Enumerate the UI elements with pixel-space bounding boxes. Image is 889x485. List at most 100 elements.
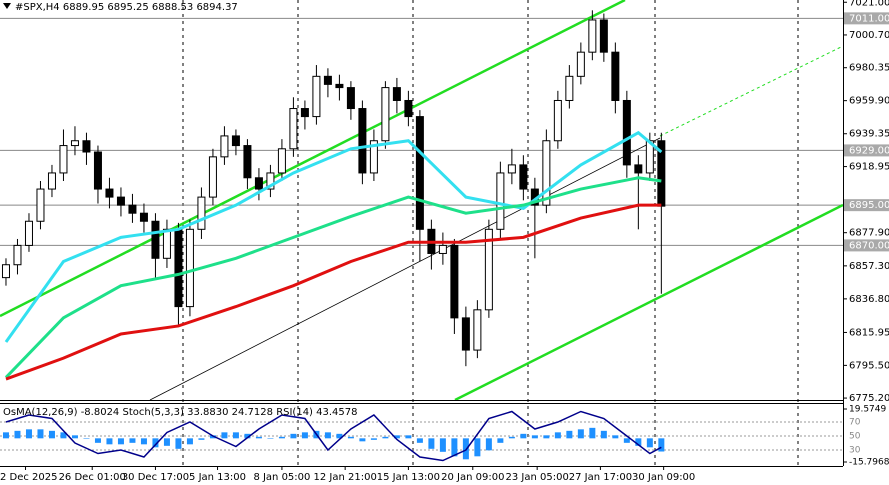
- candles: [1, 10, 666, 367]
- candle-body: [185, 228, 194, 308]
- osma-bar: [370, 438, 377, 440]
- candle-body: [151, 220, 160, 259]
- moving-average: [5, 203, 662, 381]
- candle-body: [335, 83, 344, 89]
- vertical-grid: [182, 0, 799, 466]
- osma-bar: [140, 438, 147, 445]
- candle-body: [323, 75, 332, 85]
- candle-body: [243, 145, 252, 179]
- osma-bar: [658, 438, 665, 452]
- candle-body: [622, 99, 631, 166]
- candle-body: [24, 220, 33, 246]
- candle-body: [128, 204, 137, 214]
- candle-body: [174, 228, 183, 308]
- candle-body: [289, 108, 298, 150]
- candle-body: [93, 151, 102, 190]
- candle-body: [519, 164, 528, 190]
- candle-body: [1, 264, 10, 279]
- candle-body: [392, 87, 401, 101]
- osma-bar: [106, 438, 113, 445]
- drawings: [0, 0, 843, 400]
- osma-bar: [485, 438, 492, 451]
- osma-bar: [520, 433, 527, 439]
- osma-bar: [37, 429, 44, 439]
- level-label-box: [844, 239, 889, 252]
- osma-bar: [209, 435, 216, 439]
- osma-bar: [175, 438, 182, 449]
- stoch-tick-label: 50: [849, 432, 861, 442]
- osma-bar: [336, 433, 343, 439]
- osma-bar: [623, 438, 630, 443]
- osma-bar: [451, 438, 458, 457]
- osma-bar: [221, 432, 228, 439]
- candle-body: [277, 148, 286, 174]
- osma-bar: [129, 438, 136, 443]
- osma-bar: [255, 436, 262, 439]
- y-tick-label: 6939.35: [849, 129, 889, 140]
- x-tick-label: 12 Jan 21:00: [313, 472, 376, 483]
- indicator: [0, 410, 843, 462]
- candle-body: [197, 196, 206, 230]
- x-tick-label: 8 Jan 05:00: [253, 472, 310, 483]
- candle-body: [13, 244, 22, 266]
- y-tick-label: 6980.35: [849, 63, 889, 74]
- y-tick-label: 6815.95: [849, 327, 889, 338]
- candle-body: [415, 116, 424, 230]
- level-label: 7011.00: [849, 13, 889, 24]
- indicator-tick-label: 19.5749: [849, 405, 886, 415]
- osma-bar: [635, 438, 642, 446]
- candle-body: [358, 108, 367, 174]
- candle-body: [220, 135, 229, 158]
- candle-body: [346, 87, 355, 110]
- osma-bar: [577, 429, 584, 439]
- osma-bar: [94, 438, 101, 443]
- menu-icon[interactable]: [3, 3, 11, 9]
- x-tick-label: 15 Jan 13:00: [377, 472, 440, 483]
- osma-bar: [232, 432, 239, 439]
- candle-body: [553, 99, 562, 142]
- candle-body: [438, 244, 447, 254]
- y-tick-label: 6775.20: [849, 393, 889, 404]
- candle-body: [369, 140, 378, 174]
- candle-body: [484, 228, 493, 311]
- x-tick-label: 22 Dec 2025: [0, 472, 57, 483]
- level-label: 6929.00: [849, 145, 889, 156]
- level-label-box: [844, 144, 889, 157]
- osma-bar: [531, 435, 538, 439]
- x-tick-label: 26 Dec 01:00: [59, 472, 126, 483]
- osma-bar: [278, 436, 285, 439]
- candle-body: [381, 87, 390, 142]
- candle-body: [611, 51, 620, 101]
- candle-body: [47, 172, 56, 190]
- candle-body: [162, 228, 171, 259]
- y-tick-label: 6959.90: [849, 96, 889, 107]
- x-tick-label: 27 Jan 17:00: [569, 472, 632, 483]
- osma-bar: [508, 436, 515, 439]
- osma-bar: [48, 430, 55, 439]
- candle-body: [254, 177, 263, 190]
- osma-bar: [117, 438, 124, 445]
- osma-bar: [428, 438, 435, 449]
- osma-bar: [267, 438, 274, 439]
- osma-bar: [554, 432, 561, 439]
- osma-bar: [301, 432, 308, 439]
- candle-body: [461, 317, 470, 351]
- y-tick-label: 6836.80: [849, 294, 889, 305]
- osma-bar: [83, 438, 90, 439]
- osma-bar: [474, 438, 481, 457]
- stoch-line: [5, 410, 662, 462]
- osma-bar: [382, 436, 389, 439]
- osma-bar: [186, 438, 193, 445]
- stoch-tick-label: 30: [849, 446, 861, 456]
- y-tick-label: 6877.90: [849, 228, 889, 239]
- osma-bar: [416, 438, 423, 443]
- candle-body: [266, 172, 275, 190]
- x-tick-label: 23 Jan 05:00: [506, 472, 569, 483]
- osma-bar: [566, 430, 573, 439]
- osma-bar: [14, 430, 21, 439]
- y-tick-label: 7021.00: [849, 0, 889, 8]
- candle-body: [116, 196, 125, 206]
- moving-averages: [4, 130, 663, 381]
